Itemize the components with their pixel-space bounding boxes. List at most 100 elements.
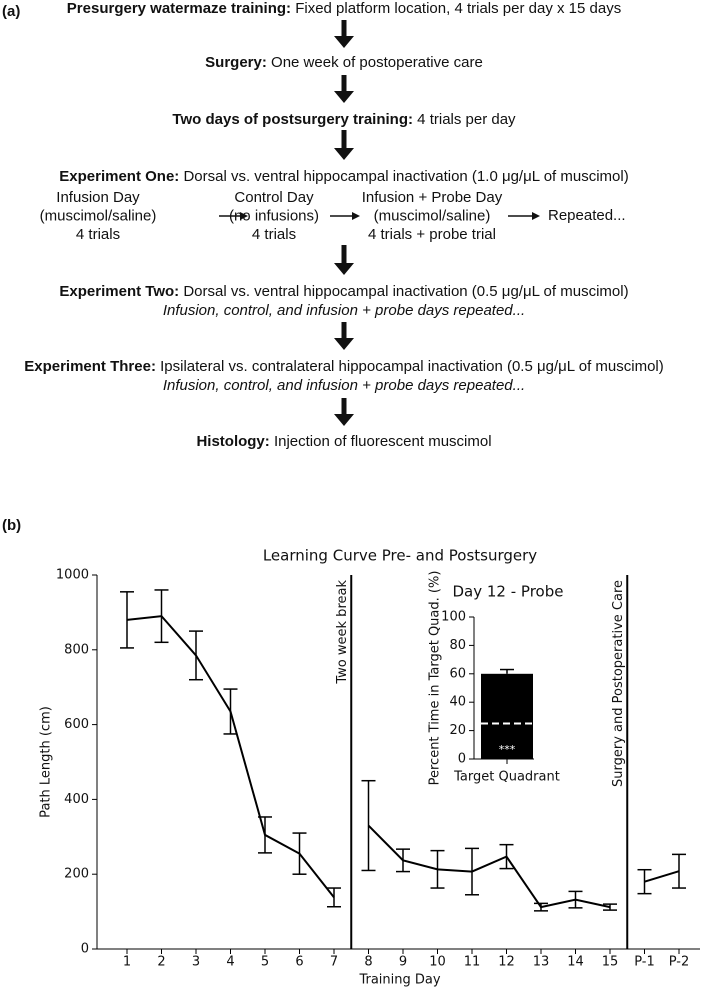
substep-text: 4 trials + probe trial <box>368 226 496 243</box>
error-bar <box>500 668 514 674</box>
x-tick-label: 13 <box>533 955 550 970</box>
error-bar <box>120 591 134 649</box>
substep-text: (muscimol/saline) <box>40 207 157 224</box>
error-bar <box>258 816 272 854</box>
x-tick-label: 5 <box>261 955 269 970</box>
error-bar <box>430 849 445 889</box>
arrow <box>334 322 354 350</box>
x-tick-label: P-1 <box>634 955 655 970</box>
x-tick-label: 9 <box>399 955 407 970</box>
step-text: Experiment One: Dorsal vs. ventral hippo… <box>59 168 628 185</box>
step-text: Two days of postsurgery training: 4 tria… <box>172 111 516 128</box>
arrow <box>334 20 354 48</box>
step-text: Experiment Two: Dorsal vs. ventral hippo… <box>59 283 628 300</box>
y-tick-label: 400 <box>64 792 89 807</box>
y-tick-label: 60 <box>449 666 466 681</box>
x-tick-label: 7 <box>330 955 338 970</box>
substep-text: 4 trials <box>76 226 120 243</box>
arrow <box>334 130 354 160</box>
step-bold: Histology: <box>196 433 269 450</box>
substep-text: (muscimol/saline) <box>374 207 491 224</box>
error-bar <box>327 887 341 908</box>
step-detail: Dorsal vs. ventral hippocampal inactivat… <box>179 168 628 185</box>
arrow <box>334 75 354 103</box>
step-text: Histology: Injection of fluorescent musc… <box>196 433 491 450</box>
error-bar <box>465 847 479 896</box>
bar <box>481 673 533 759</box>
x-tick-label: 10 <box>429 955 446 970</box>
error-bar <box>534 902 548 912</box>
x-tick-label: 15 <box>602 955 619 970</box>
substep-text: Infusion + Probe Day <box>362 189 503 206</box>
step-bold: Surgery: <box>205 54 267 71</box>
error-bar <box>361 779 376 872</box>
arrow-head <box>352 212 360 220</box>
arrow-head <box>532 212 540 220</box>
y-tick-label: 0 <box>458 752 466 767</box>
error-bar <box>396 848 410 873</box>
step-bold: Experiment Two: <box>59 283 179 300</box>
x-tick-label: 1 <box>123 955 131 970</box>
step-detail: Dorsal vs. ventral hippocampal inactivat… <box>179 283 628 300</box>
error-bar <box>292 832 307 875</box>
error-bar <box>499 843 514 870</box>
y-tick-label: 0 <box>81 942 89 957</box>
error-bar <box>568 890 583 909</box>
error-bar <box>672 853 686 889</box>
x-tick-label: 14 <box>567 955 584 970</box>
arrow <box>334 398 354 426</box>
arrow-head <box>240 212 248 220</box>
inset-title: Day 12 - Probe <box>453 583 564 601</box>
error-bar <box>603 903 617 911</box>
substep-text: Infusion Day <box>56 189 140 206</box>
step-bold: Experiment One: <box>59 168 179 185</box>
chart-title: Learning Curve Pre- and Postsurgery <box>263 547 537 565</box>
error-bar <box>637 868 652 895</box>
y-axis-label: Path Length (cm) <box>39 706 54 818</box>
step-bold: Experiment Three: <box>24 358 156 375</box>
x-tick-label: Target Quadrant <box>453 770 560 785</box>
substep-text: Control Day <box>234 189 314 206</box>
error-bar <box>189 630 203 681</box>
step-detail: 4 trials per day <box>413 111 516 128</box>
divider-label: Surgery and Postoperative Care <box>611 580 626 787</box>
step-detail: Injection of fluorescent muscimol <box>270 433 492 450</box>
line <box>126 615 335 899</box>
x-axis-label: Training Day <box>358 973 440 988</box>
error-bar <box>223 688 238 735</box>
y-tick-label: 800 <box>64 642 89 657</box>
step-detail: Fixed platform location, 4 trials per da… <box>291 0 621 17</box>
x-tick-label: 8 <box>364 955 372 970</box>
y-tick-label: 600 <box>64 717 89 732</box>
y-tick-label: 200 <box>64 867 89 882</box>
substep-text: (no infusions) <box>229 207 319 224</box>
y-tick-label: 40 <box>449 695 466 710</box>
x-tick-label: P-2 <box>669 955 690 970</box>
panel-label: (a) <box>2 3 20 20</box>
error-bar <box>154 589 169 644</box>
x-tick-label: 2 <box>157 955 165 970</box>
step-detail: One week of postoperative care <box>267 54 483 71</box>
arrow <box>334 245 354 275</box>
x-tick-label: 12 <box>498 955 515 970</box>
step-text: Surgery: One week of postoperative care <box>205 54 483 71</box>
x-tick-label: 11 <box>464 955 481 970</box>
step-text: Experiment Three: Ipsilateral vs. contra… <box>24 358 664 375</box>
y-tick-label: 100 <box>441 610 466 625</box>
x-tick-label: 6 <box>295 955 303 970</box>
step-detail: Ipsilateral vs. contralateral hippocampa… <box>156 358 664 375</box>
divider-label: Two week break <box>335 580 350 685</box>
step-text: Presurgery watermaze training: Fixed pla… <box>67 0 621 17</box>
x-tick-label: 3 <box>192 955 200 970</box>
line <box>367 824 611 909</box>
substep-text: 4 trials <box>252 226 296 243</box>
panel-label: (b) <box>2 517 21 534</box>
step-note: Infusion, control, and infusion + probe … <box>163 302 525 319</box>
step-note: Infusion, control, and infusion + probe … <box>163 377 525 394</box>
step-bold: Two days of postsurgery training: <box>172 111 413 128</box>
x-tick-label: 4 <box>226 955 234 970</box>
line <box>644 870 680 883</box>
y-tick-label: 1000 <box>56 568 89 583</box>
step-bold: Presurgery watermaze training: <box>67 0 291 17</box>
